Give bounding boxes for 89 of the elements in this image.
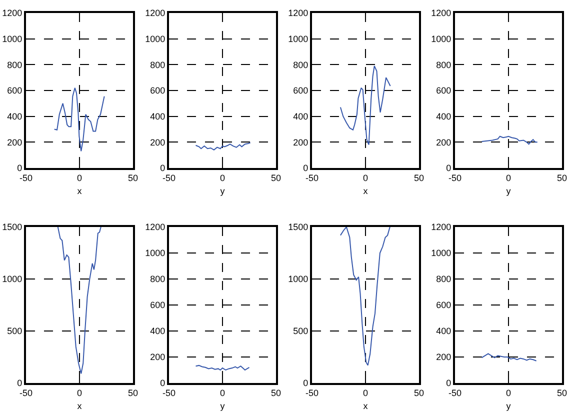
y-tick-label: 400 bbox=[436, 111, 452, 122]
x-tick-label: -50 bbox=[162, 388, 176, 398]
x-tick-label: 0 bbox=[362, 388, 368, 398]
y-tick-label: 500 bbox=[293, 326, 308, 336]
y-tick-label: 600 bbox=[150, 300, 166, 310]
y-tick-label: 0 bbox=[446, 378, 452, 388]
x-tick-label: -50 bbox=[19, 388, 33, 398]
y-tick-label: 1000 bbox=[145, 248, 166, 258]
x-axis-title: y bbox=[506, 401, 512, 412]
y-tick-label: 600 bbox=[7, 86, 22, 96]
y-tick-label: 800 bbox=[293, 60, 308, 70]
y-tick-label: 800 bbox=[7, 60, 22, 70]
x-tick-label: 50 bbox=[128, 388, 138, 398]
x-tick-label: -50 bbox=[19, 172, 33, 183]
y-tick-label: 800 bbox=[150, 60, 166, 70]
x-axis-title: x bbox=[77, 186, 82, 196]
x-tick-label: -50 bbox=[305, 388, 319, 398]
x-tick-label: -50 bbox=[305, 172, 319, 183]
x-tick-label: 0 bbox=[506, 388, 512, 398]
y-tick-label: 400 bbox=[436, 326, 452, 336]
x-tick-label: -50 bbox=[448, 172, 462, 183]
y-tick-label: 200 bbox=[7, 137, 22, 148]
y-tick-label: 0 bbox=[446, 163, 452, 174]
y-tick-label: 1200 bbox=[288, 8, 308, 18]
line-series bbox=[481, 136, 538, 145]
y-tick-label: 1200 bbox=[2, 8, 22, 18]
y-tick-label: 1000 bbox=[2, 274, 22, 284]
y-tick-label: 1000 bbox=[145, 34, 166, 44]
y-tick-label: 200 bbox=[436, 137, 452, 148]
y-tick-label: 200 bbox=[293, 137, 308, 148]
x-tick-label: 50 bbox=[556, 172, 568, 183]
y-tick-label: 0 bbox=[160, 163, 166, 174]
x-tick-label: 50 bbox=[270, 388, 282, 398]
y-tick-label: 1500 bbox=[288, 222, 308, 232]
y-tick-label: 600 bbox=[436, 86, 452, 96]
x-tick-label: 0 bbox=[220, 172, 226, 183]
x-tick-label: 0 bbox=[220, 388, 226, 398]
y-tick-label: 1200 bbox=[431, 222, 452, 232]
line-series bbox=[195, 142, 251, 150]
y-tick-label: 1200 bbox=[145, 222, 166, 232]
y-tick-label: 400 bbox=[150, 111, 166, 122]
y-tick-label: 800 bbox=[436, 274, 452, 284]
line-series bbox=[340, 65, 391, 146]
y-tick-label: 0 bbox=[303, 378, 308, 388]
x-axis-title: y bbox=[220, 186, 226, 196]
y-tick-label: 1000 bbox=[2, 34, 22, 44]
x-tick-label: 50 bbox=[128, 172, 138, 183]
y-tick-label: 1000 bbox=[431, 248, 452, 258]
y-tick-label: 0 bbox=[17, 378, 22, 388]
y-tick-label: 200 bbox=[150, 137, 166, 148]
y-tick-label: 0 bbox=[160, 378, 166, 388]
x-tick-label: 0 bbox=[76, 388, 82, 398]
y-tick-label: 1000 bbox=[288, 274, 308, 284]
y-tick-label: 400 bbox=[7, 111, 22, 122]
line-series bbox=[340, 227, 390, 366]
y-tick-label: 400 bbox=[150, 326, 166, 336]
x-axis-title: y bbox=[220, 401, 226, 412]
y-tick-label: 1500 bbox=[2, 222, 22, 232]
y-tick-label: 200 bbox=[436, 352, 452, 362]
y-tick-label: 0 bbox=[303, 163, 308, 174]
x-tick-label: 50 bbox=[414, 172, 424, 183]
x-tick-label: 50 bbox=[270, 172, 282, 183]
y-tick-label: 400 bbox=[293, 111, 308, 122]
y-tick-label: 600 bbox=[436, 300, 452, 310]
y-tick-label: 1000 bbox=[288, 34, 308, 44]
y-tick-label: 200 bbox=[150, 352, 166, 362]
x-axis-title: x bbox=[363, 401, 368, 412]
x-axis-title: x bbox=[363, 186, 368, 196]
x-axis-title: x bbox=[77, 401, 82, 412]
line-series bbox=[54, 87, 105, 152]
x-tick-label: 0 bbox=[362, 172, 368, 183]
y-tick-label: 600 bbox=[150, 86, 166, 96]
y-tick-label: 600 bbox=[293, 86, 308, 96]
y-tick-label: 1000 bbox=[431, 34, 452, 44]
y-tick-label: 1200 bbox=[145, 8, 166, 18]
x-tick-label: 50 bbox=[414, 388, 424, 398]
line-series bbox=[57, 227, 102, 374]
x-tick-label: 0 bbox=[506, 172, 512, 183]
y-tick-label: 800 bbox=[436, 60, 452, 70]
x-tick-label: -50 bbox=[162, 172, 176, 183]
x-axis-title: y bbox=[506, 186, 512, 196]
x-tick-label: -50 bbox=[448, 388, 462, 398]
y-tick-label: 800 bbox=[150, 274, 166, 284]
y-tick-label: 1200 bbox=[431, 8, 452, 18]
y-tick-label: 500 bbox=[7, 326, 22, 336]
x-tick-label: 0 bbox=[76, 172, 82, 183]
x-tick-label: 50 bbox=[556, 388, 568, 398]
line-series bbox=[481, 353, 537, 362]
y-tick-label: 0 bbox=[17, 163, 22, 174]
